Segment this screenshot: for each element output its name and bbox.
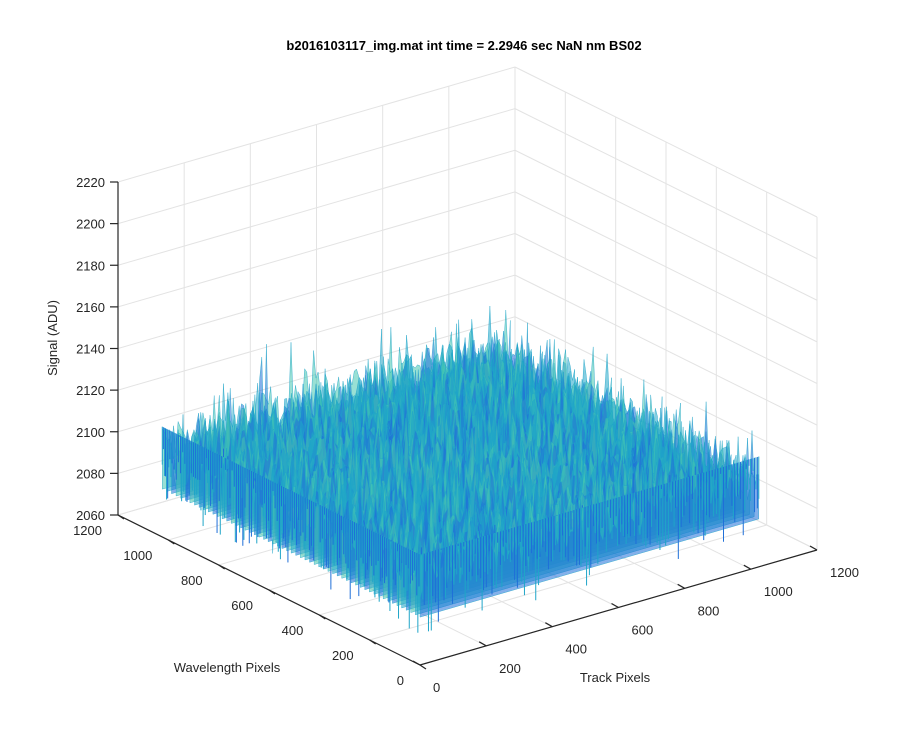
y-tick-label: 600 xyxy=(231,598,253,613)
z-axis-label: Signal (ADU) xyxy=(45,300,60,376)
x-tick-mark xyxy=(809,545,818,551)
x-axis-label: Track Pixels xyxy=(580,670,651,685)
grid-line xyxy=(514,149,818,301)
x-tick-label: 400 xyxy=(565,642,587,657)
grid-line xyxy=(117,233,516,349)
x-tick-label: 1000 xyxy=(764,584,793,599)
grid-line xyxy=(117,274,516,391)
x-tick-label: 800 xyxy=(698,603,720,618)
chart-title: b2016103117_img.mat int time = 2.2946 se… xyxy=(286,38,641,53)
x-tick-mark xyxy=(611,602,619,609)
y-tick-label: 1000 xyxy=(123,548,152,563)
x-tick-mark xyxy=(412,660,421,666)
y-tick-mark xyxy=(268,589,276,595)
grid-line xyxy=(117,191,516,308)
x-tick-mark xyxy=(545,622,553,628)
z-tick-label: 2160 xyxy=(76,300,105,315)
x-tick-label: 600 xyxy=(632,623,654,638)
z-tick-label: 2100 xyxy=(76,425,105,440)
y-tick-mark xyxy=(117,514,125,520)
grid-line xyxy=(117,316,516,433)
y-axis-ticks: 0 200 400 600 800 1000 1200 xyxy=(73,514,427,688)
y-tick-mark xyxy=(168,539,175,545)
y-tick-mark xyxy=(319,614,326,620)
grid-line xyxy=(514,108,818,260)
z-tick-label: 2080 xyxy=(76,466,105,481)
y-tick-mark xyxy=(419,664,427,670)
y-tick-label: 400 xyxy=(282,623,304,638)
z-axis-ticks: 2060 2080 2100 2120 2140 2160 2180 2200 2220 xyxy=(76,175,118,523)
x-tick-label: 0 xyxy=(433,680,440,695)
grid-line xyxy=(514,66,818,218)
x-tick-mark xyxy=(677,583,685,589)
x-tick-label: 200 xyxy=(499,661,521,676)
grid-line xyxy=(514,233,818,384)
grid-line xyxy=(514,316,818,468)
y-tick-mark xyxy=(218,564,225,570)
x-tick-mark xyxy=(478,641,487,647)
z-tick-label: 2200 xyxy=(76,217,105,232)
y-tick-label: 0 xyxy=(397,673,404,688)
grid-line xyxy=(117,149,516,266)
z-tick-label: 2140 xyxy=(76,342,105,357)
z-tick-label: 2120 xyxy=(76,383,105,398)
grid-line xyxy=(514,274,818,426)
x-axis-ticks: 0 200 400 600 800 1000 1200 xyxy=(412,545,859,695)
z-tick-label: 2060 xyxy=(76,508,105,523)
z-tick-label: 2180 xyxy=(76,258,105,273)
grid-line xyxy=(514,191,818,343)
y-tick-label: 200 xyxy=(332,648,354,663)
y-tick-label: 800 xyxy=(181,573,203,588)
z-tick-label: 2220 xyxy=(76,175,105,190)
grid-line xyxy=(117,108,516,225)
y-tick-mark xyxy=(369,639,376,645)
y-tick-label: 1200 xyxy=(73,523,102,538)
x-tick-label: 1200 xyxy=(830,565,859,580)
grid-line xyxy=(369,524,767,641)
grid-line xyxy=(117,66,516,183)
y-axis-label: Wavelength Pixels xyxy=(174,660,281,675)
x-tick-mark xyxy=(743,564,752,570)
surface-plot xyxy=(161,305,760,633)
